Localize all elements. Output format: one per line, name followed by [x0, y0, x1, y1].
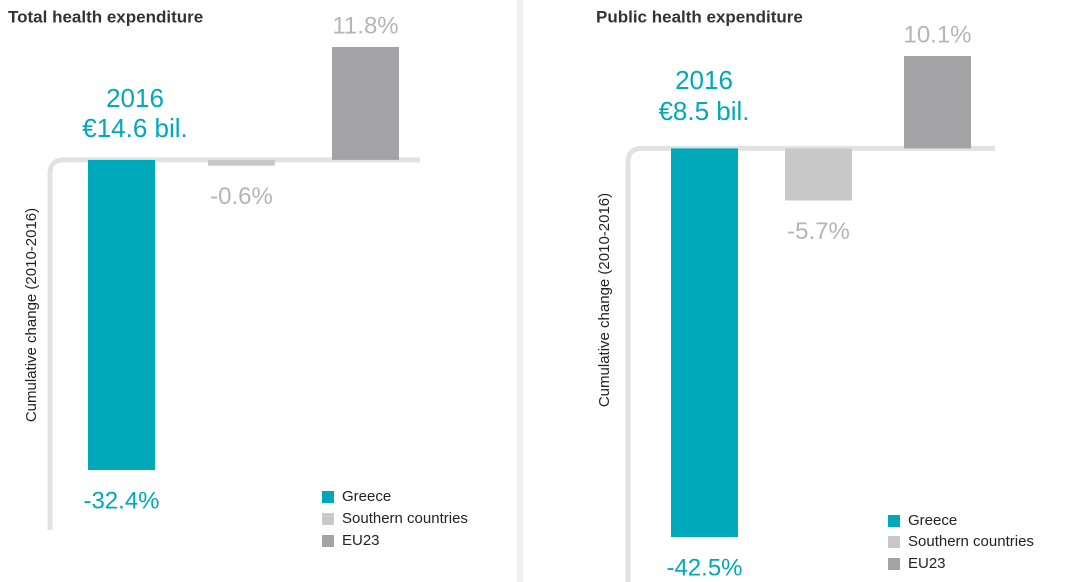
- legend-swatch: [888, 558, 900, 570]
- legend-label: Southern countries: [908, 533, 1034, 550]
- value-label: -32.4%: [83, 487, 159, 514]
- baseline-axis: [625, 145, 995, 582]
- legend-label: EU23: [342, 532, 380, 549]
- bar: [904, 56, 971, 149]
- annotation: €14.6 bil.: [82, 113, 188, 143]
- baseline-axis: [47, 157, 420, 530]
- value-label: 11.8%: [332, 12, 398, 39]
- legend-label: Southern countries: [342, 510, 468, 527]
- bar: [785, 148, 852, 201]
- bar: [208, 159, 275, 166]
- annotation: 2016: [106, 83, 164, 113]
- annotation: 2016: [675, 65, 733, 95]
- legend-label: Greece: [908, 512, 957, 529]
- legend-label: EU23: [908, 555, 946, 572]
- legend-swatch: [322, 513, 334, 525]
- chart-title: Total health expenditure: [8, 7, 203, 26]
- chart-title: Public health expenditure: [596, 7, 803, 26]
- value-label: -5.7%: [787, 218, 850, 245]
- legend-swatch: [888, 536, 900, 548]
- value-label: -42.5%: [666, 554, 742, 581]
- bar: [671, 148, 738, 537]
- annotation: €8.5 bil.: [658, 96, 749, 126]
- bar: [332, 47, 399, 160]
- legend-label: Greece: [342, 488, 391, 505]
- value-label: -0.6%: [210, 183, 273, 210]
- y-axis-label: Cumulative change (2010-2016): [23, 208, 40, 422]
- y-axis-label: Cumulative change (2010-2016): [596, 193, 613, 407]
- value-label: 10.1%: [903, 21, 971, 48]
- bar: [88, 159, 155, 470]
- legend-swatch: [888, 515, 900, 527]
- legend-swatch: [322, 491, 334, 503]
- legend-swatch: [322, 535, 334, 547]
